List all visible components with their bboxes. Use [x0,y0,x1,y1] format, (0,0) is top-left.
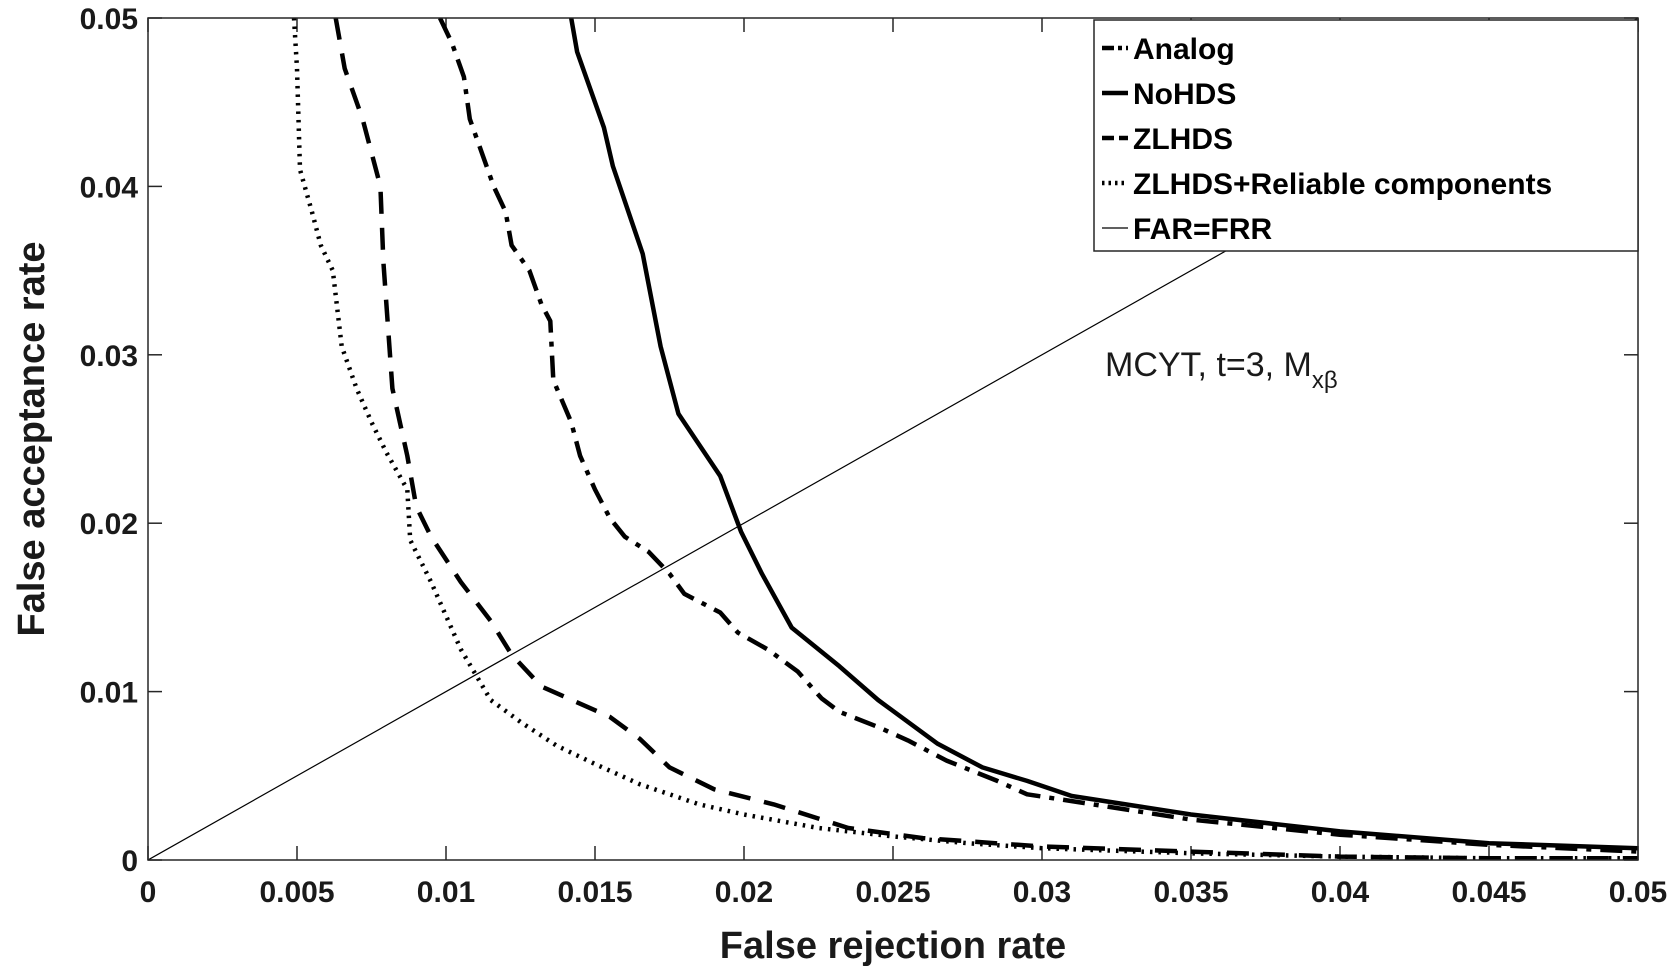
y-tick-label: 0.04 [80,171,139,204]
y-tick-label: 0.02 [80,508,138,541]
legend-label-analog: Analog [1133,33,1235,66]
legend-label-zlhds: ZLHDS [1133,123,1233,156]
y-tick-label: 0.01 [80,677,138,710]
series-line-zlhds-reliable-components [291,18,1638,860]
x-tick-label: 0.01 [417,876,475,909]
x-tick-label: 0 [140,876,157,909]
x-tick-label: 0.005 [259,876,334,909]
x-tick-label: 0.05 [1609,876,1667,909]
annotation-main: MCYT, t=3, M [1105,346,1312,384]
plot-frame [147,17,1639,861]
series-line-analog [437,18,1638,854]
series-line-nohds [568,18,1638,851]
x-tick-label: 0.015 [557,876,632,909]
legend-label-far-frr: FAR=FRR [1133,213,1273,246]
x-tick-label: 0.045 [1451,876,1526,909]
legend-box [1093,19,1639,252]
legend-label-zlhds-reliable-components: ZLHDS+Reliable components [1133,168,1552,201]
x-tick-label: 0.02 [715,876,773,909]
x-axis-title: False rejection rate [720,925,1066,967]
annotation-label: MCYT, t=3, Mxβ [1105,346,1338,394]
axis-ticks: 0 0.005 0.01 0.015 0.02 0.025 0.03 0.035 0.04 0.0… [80,3,1668,909]
x-tick-label: 0.035 [1153,876,1228,909]
y-tick-label: 0 [121,845,138,878]
y-tick-label: 0.03 [80,340,138,373]
x-tick-label: 0.025 [855,876,930,909]
legend-label-nohds: NoHDS [1133,78,1236,111]
x-tick-label: 0.03 [1013,876,1071,909]
y-axis-title: False acceptance rate [11,241,53,636]
y-tick-label: 0.05 [80,3,138,36]
x-tick-label: 0.04 [1311,876,1370,909]
annotation-subscript: xβ [1312,367,1338,394]
legend: Analog NoHDS ZLHDS ZLHDS+Reliable component… [1093,19,1639,252]
